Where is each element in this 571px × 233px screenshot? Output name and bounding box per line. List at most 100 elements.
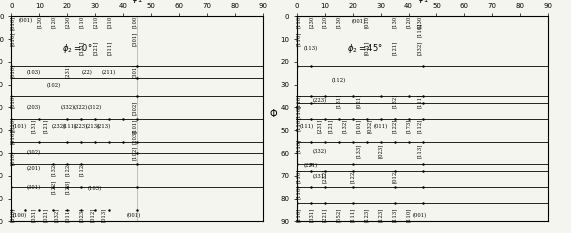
Text: [552]: [552] (336, 207, 341, 222)
Text: [311]: [311] (107, 41, 111, 55)
Text: [110]: [110] (296, 14, 301, 28)
Text: [321]: [321] (93, 41, 98, 55)
Text: [173]: [173] (406, 118, 411, 133)
Text: (001): (001) (413, 213, 427, 218)
Text: [131]: [131] (336, 93, 341, 108)
Text: (301): (301) (27, 185, 41, 190)
Text: [121]: [121] (328, 118, 333, 133)
Text: [101]: [101] (356, 118, 361, 133)
X-axis label: $\varphi_1$: $\varphi_1$ (131, 0, 143, 5)
Text: [231]: [231] (65, 64, 70, 78)
Text: (001): (001) (127, 213, 142, 218)
X-axis label: $\varphi_1$: $\varphi_1$ (416, 0, 429, 5)
Text: [031]: [031] (364, 41, 369, 55)
Text: (103): (103) (27, 70, 41, 75)
Text: [010]: [010] (10, 150, 15, 165)
Text: [110]: [110] (417, 23, 422, 37)
Text: [110]: [110] (296, 207, 301, 222)
Text: [110]: [110] (296, 139, 301, 153)
Text: [231]: [231] (317, 118, 321, 133)
Text: [110]: [110] (296, 105, 301, 119)
Text: [010]: [010] (10, 207, 15, 222)
Text: (223): (223) (312, 98, 327, 103)
Text: [100]: [100] (132, 14, 136, 28)
Text: (203): (203) (27, 105, 41, 110)
Text: [210]: [210] (93, 14, 98, 28)
Text: (111): (111) (63, 124, 77, 129)
Text: [010]: [010] (364, 14, 369, 28)
Text: [102]: [102] (132, 146, 136, 160)
Text: [132]: [132] (51, 162, 56, 176)
Text: [010]: [010] (10, 32, 15, 46)
Text: (201): (201) (27, 166, 41, 171)
Text: [010]: [010] (10, 64, 15, 78)
Text: [123]: [123] (65, 180, 70, 194)
Text: [021]: [021] (356, 93, 361, 108)
Text: [331]: [331] (308, 207, 313, 222)
Text: $\phi_2 = 0°$: $\phi_2 = 0°$ (62, 42, 92, 55)
Text: [113]: [113] (417, 144, 422, 158)
Text: (22): (22) (81, 70, 93, 75)
Text: [012]: [012] (90, 207, 95, 222)
Text: (213): (213) (96, 124, 111, 129)
Text: (302): (302) (27, 151, 41, 156)
Text: [230]: [230] (417, 14, 422, 28)
Text: [112]: [112] (417, 118, 422, 133)
Text: (213): (213) (85, 124, 99, 129)
Text: [110]: [110] (406, 207, 411, 222)
Text: [010]: [010] (10, 116, 15, 130)
Text: (112): (112) (332, 78, 346, 83)
Text: [031]: [031] (31, 207, 36, 222)
Text: [123]: [123] (364, 207, 369, 222)
Text: [121]: [121] (392, 41, 397, 55)
Text: [101]: [101] (132, 118, 136, 133)
Text: (232): (232) (52, 124, 66, 129)
Text: [111]: [111] (417, 93, 422, 108)
Text: [110]: [110] (296, 116, 301, 130)
Text: [110]: [110] (296, 169, 301, 183)
Text: [332]: [332] (417, 41, 422, 55)
Text: (102): (102) (46, 83, 61, 88)
Text: [331]: [331] (79, 41, 84, 55)
Text: [132]: [132] (342, 118, 347, 133)
Text: [113]: [113] (392, 207, 397, 222)
Text: [021]: [021] (42, 207, 47, 222)
Text: [132]: [132] (392, 93, 397, 108)
Text: [110]: [110] (296, 185, 301, 199)
Text: [120]: [120] (51, 14, 56, 28)
Y-axis label: $\Phi$: $\Phi$ (269, 107, 278, 119)
Text: [032]: [032] (367, 118, 372, 133)
Text: (221): (221) (304, 163, 318, 168)
Text: [111]: [111] (350, 207, 355, 222)
Text: [122]: [122] (350, 169, 355, 183)
Text: [230]: [230] (308, 14, 313, 28)
Text: [110]: [110] (296, 32, 301, 46)
Text: [203]: [203] (132, 130, 136, 144)
Text: $\phi_2 = 45°$: $\phi_2 = 45°$ (347, 42, 383, 55)
Text: [301]: [301] (132, 32, 136, 46)
Text: [122]: [122] (51, 180, 56, 194)
Text: [012]: [012] (392, 169, 397, 183)
Text: (211): (211) (102, 70, 116, 75)
Text: [302]: [302] (132, 100, 136, 115)
Text: [221]: [221] (323, 207, 327, 222)
Text: [130]: [130] (336, 14, 341, 28)
Text: [133]: [133] (356, 144, 361, 158)
Text: [122]: [122] (392, 118, 397, 133)
Text: (113): (113) (304, 46, 318, 51)
Text: [301]: [301] (132, 64, 136, 78)
Text: [010]: [010] (10, 93, 15, 108)
Text: [013]: [013] (101, 207, 106, 222)
Text: [011]: [011] (65, 207, 70, 222)
Text: (103): (103) (88, 186, 102, 191)
Text: (332): (332) (60, 105, 74, 110)
Text: [122]: [122] (65, 162, 70, 176)
Text: [010]: [010] (10, 16, 15, 30)
Text: [010]: [010] (10, 130, 15, 144)
Text: [130]: [130] (37, 14, 42, 28)
Text: [110]: [110] (296, 93, 301, 108)
Text: (001): (001) (351, 19, 365, 24)
Text: [131]: [131] (31, 118, 36, 133)
Text: (322): (322) (74, 105, 89, 110)
Text: (011): (011) (373, 124, 388, 129)
